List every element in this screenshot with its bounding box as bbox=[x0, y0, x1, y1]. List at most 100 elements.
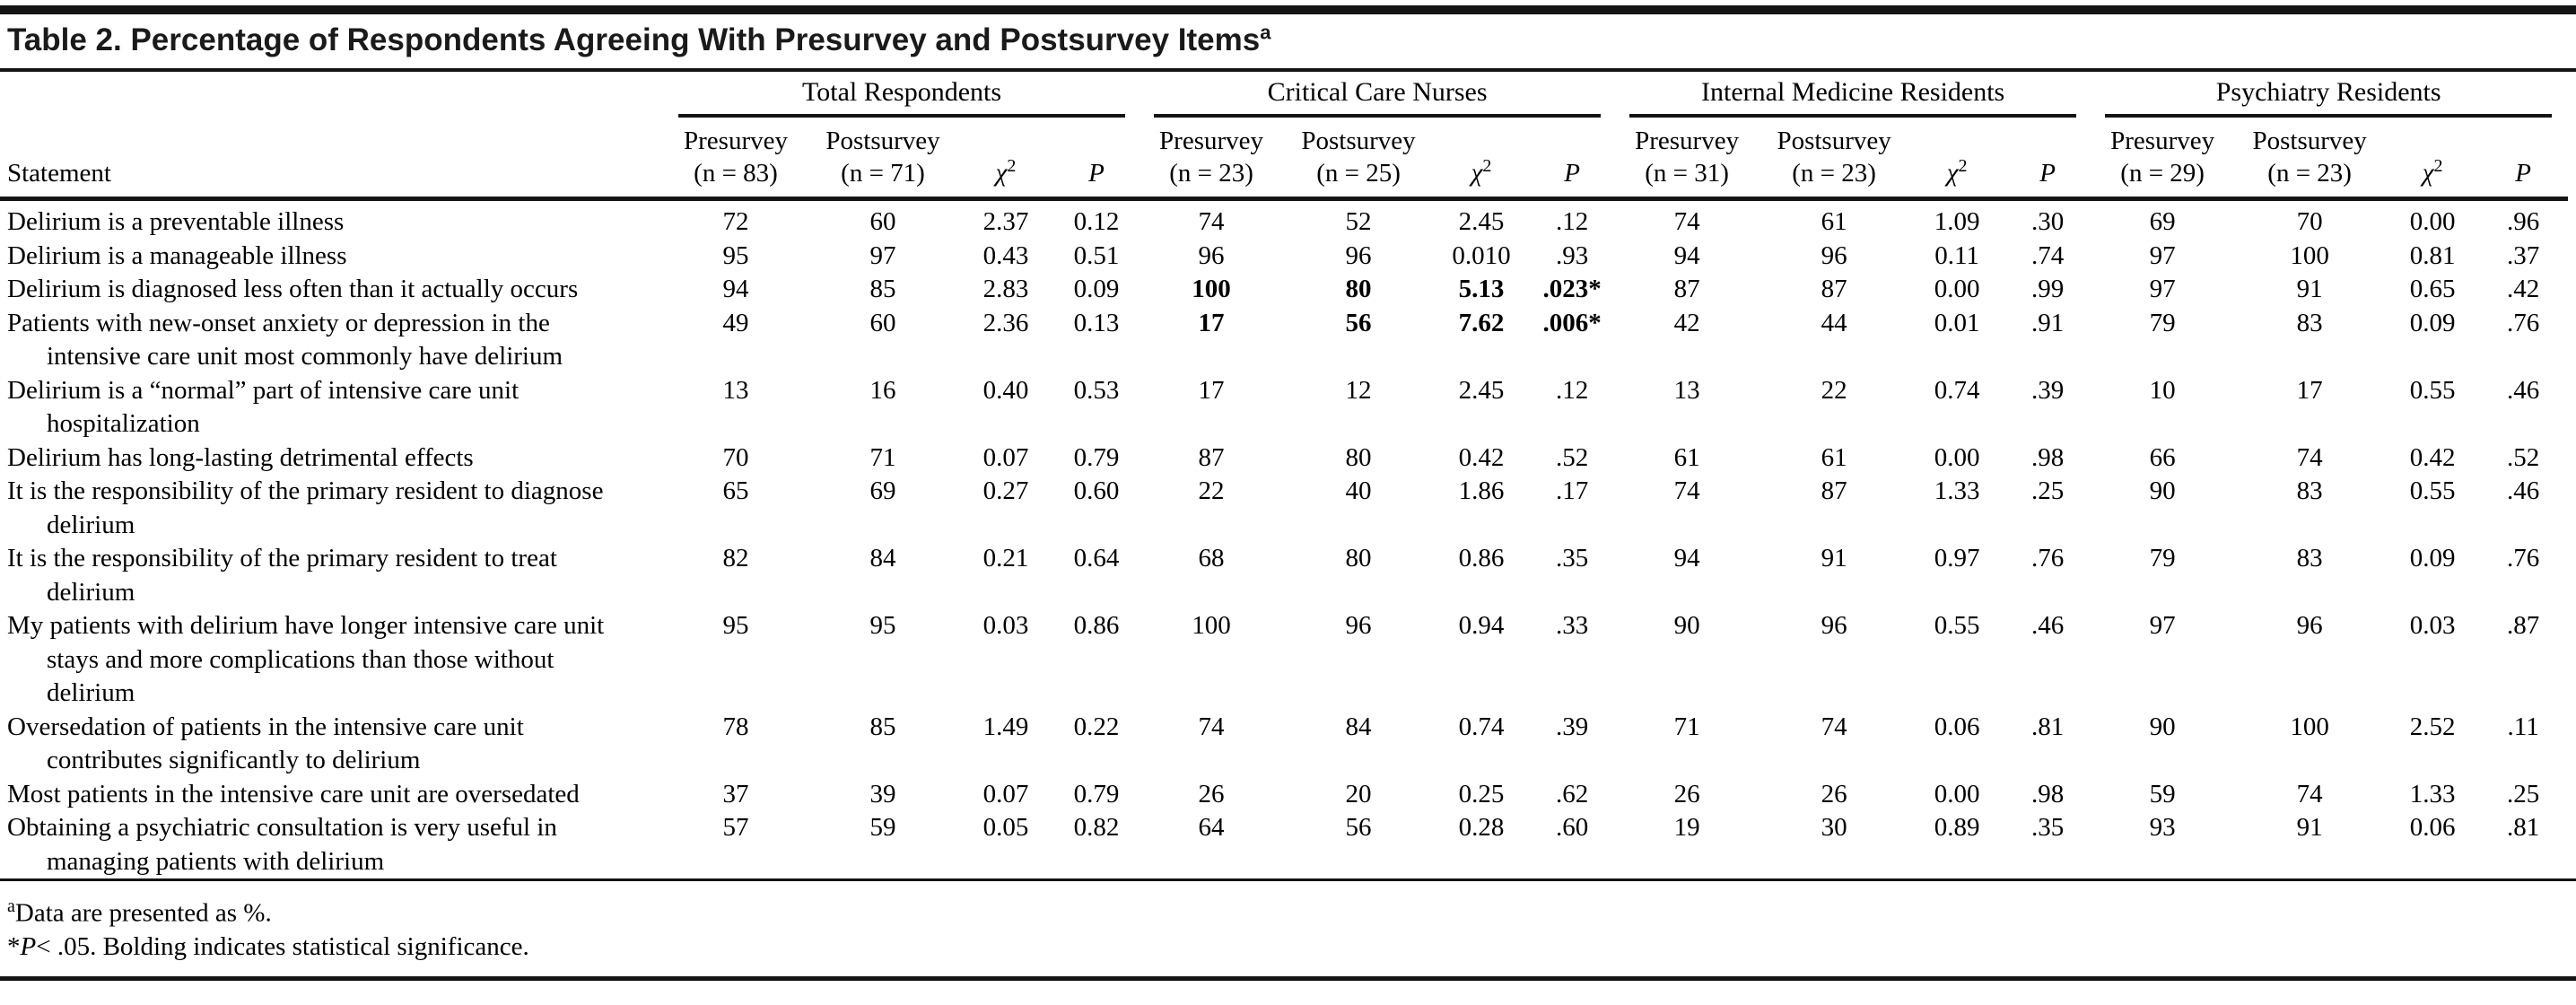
value-cell: 0.51 bbox=[1073, 240, 1120, 270]
table-row: It is the responsibility of the primary … bbox=[0, 542, 2568, 609]
value-cell: 40 bbox=[1345, 476, 1372, 505]
table-row: Delirium is a “normal” part of intensive… bbox=[0, 374, 2568, 441]
col-header-presurvey: Presurvey (n = 23) bbox=[1141, 118, 1282, 201]
value-cell: 2.36 bbox=[982, 308, 1029, 337]
value-cell: 90 bbox=[2149, 476, 2176, 505]
title-rule bbox=[0, 68, 2576, 72]
value-cell: 69 bbox=[2149, 207, 2176, 236]
value-cell: 70 bbox=[722, 442, 749, 472]
value-cell: 39 bbox=[869, 779, 896, 808]
value-cell: 0.00 bbox=[1934, 275, 1980, 303]
group-header-internal-medicine-residents: Internal Medicine Residents bbox=[1617, 72, 2092, 118]
value-cell: .37 bbox=[2507, 240, 2540, 270]
value-cell: 0.06 bbox=[1934, 712, 1980, 741]
value-cell: 80 bbox=[1345, 275, 1372, 303]
col-header-chi-square: χ2 bbox=[2387, 118, 2479, 201]
table-row: Delirium is a manageable illness 95 97 0.43… bbox=[0, 240, 2568, 274]
table-body: Delirium is a preventable illness 72 60 2.3… bbox=[0, 199, 2568, 879]
value-cell: 26 bbox=[1673, 779, 1700, 808]
value-cell: 64 bbox=[1198, 813, 1225, 842]
value-cell: 80 bbox=[1345, 442, 1372, 472]
value-cell: .87 bbox=[2507, 611, 2540, 640]
value-cell: 0.40 bbox=[982, 375, 1029, 405]
value-cell: 0.43 bbox=[982, 240, 1029, 270]
col-header-presurvey: Presurvey (n = 29) bbox=[2092, 118, 2233, 201]
statement-cell: Delirium is a “normal” part of intensive… bbox=[7, 375, 520, 439]
value-cell: 61 bbox=[1821, 442, 1847, 472]
value-cell: 0.74 bbox=[1934, 375, 1980, 405]
value-cell: 84 bbox=[869, 544, 896, 572]
value-cell: 56 bbox=[1345, 308, 1372, 337]
value-cell: 19 bbox=[1673, 813, 1700, 842]
value-cell: 65 bbox=[722, 476, 749, 505]
col-header-presurvey: Presurvey (n = 31) bbox=[1617, 118, 1758, 201]
value-cell: 1.86 bbox=[1458, 476, 1505, 505]
value-cell: .11 bbox=[2507, 712, 2539, 741]
value-cell: 60 bbox=[869, 308, 896, 337]
value-cell: 13 bbox=[722, 375, 749, 405]
value-cell: 0.03 bbox=[2409, 611, 2456, 640]
value-cell: 72 bbox=[722, 207, 749, 236]
value-cell: 0.86 bbox=[1458, 544, 1505, 572]
value-cell: .99 bbox=[2030, 275, 2065, 303]
value-cell: 0.13 bbox=[1073, 308, 1120, 337]
value-cell: 95 bbox=[722, 611, 749, 640]
group-header-critical-care-nurses: Critical Care Nurses bbox=[1141, 72, 1617, 118]
value-cell: 0.00 bbox=[2409, 207, 2456, 236]
value-cell: 52 bbox=[1345, 207, 1372, 236]
col-header-postsurvey: Postsurvey (n = 23) bbox=[2232, 118, 2388, 201]
statement-column-header: Statement bbox=[0, 118, 666, 201]
statement-cell: Delirium is diagnosed less often than it… bbox=[7, 275, 579, 303]
value-cell: 0.22 bbox=[1073, 712, 1120, 741]
table-row: Patients with new-onset anxiety or depre… bbox=[0, 307, 2568, 374]
value-cell: 74 bbox=[2296, 442, 2323, 472]
column-header-row: Statement Presurvey (n = 83) Postsurvey … bbox=[0, 118, 2569, 201]
value-cell: 74 bbox=[1821, 712, 1847, 741]
col-header-postsurvey: Postsurvey (n = 25) bbox=[1281, 118, 1436, 201]
group-header-spacer bbox=[0, 72, 666, 118]
value-cell: 70 bbox=[2296, 207, 2323, 236]
value-cell: 82 bbox=[722, 544, 749, 572]
value-cell: .12 bbox=[1555, 375, 1589, 405]
value-cell: 83 bbox=[2296, 476, 2323, 505]
value-cell: 61 bbox=[1821, 207, 1847, 236]
value-cell: .96 bbox=[2507, 207, 2540, 236]
value-cell: 93 bbox=[2149, 813, 2176, 842]
value-cell: 91 bbox=[1821, 544, 1847, 572]
value-cell: 2.45 bbox=[1458, 375, 1505, 405]
value-cell: 0.82 bbox=[1073, 813, 1120, 842]
value-cell: 0.94 bbox=[1458, 611, 1505, 640]
group-header-row: Total Respondents Critical Care Nurses I… bbox=[0, 72, 2568, 118]
value-cell: 60 bbox=[869, 207, 896, 236]
value-cell: 100 bbox=[1192, 611, 1231, 640]
value-cell: 94 bbox=[722, 275, 749, 303]
value-cell: .93 bbox=[1555, 240, 1589, 270]
statement-cell: Delirium has long-lasting detrimental ef… bbox=[7, 442, 474, 472]
statement-cell: It is the responsibility of the primary … bbox=[7, 544, 557, 607]
table-row: Delirium is a preventable illness 72 60 2.3… bbox=[0, 199, 2568, 240]
value-cell: .46 bbox=[2507, 375, 2540, 405]
statement-cell: Delirium is a preventable illness bbox=[7, 207, 345, 236]
value-cell: 91 bbox=[2296, 275, 2323, 303]
value-cell: 97 bbox=[869, 240, 896, 270]
survey-results-table: Total Respondents Critical Care Nurses I… bbox=[0, 72, 2569, 879]
value-cell: .52 bbox=[2507, 442, 2540, 472]
value-cell: 10 bbox=[2149, 375, 2176, 405]
value-cell: 22 bbox=[1821, 375, 1847, 405]
table-row: It is the responsibility of the primary … bbox=[0, 475, 2568, 542]
value-cell: 79 bbox=[2149, 544, 2176, 572]
value-cell: 94 bbox=[1673, 544, 1700, 572]
value-cell: 87 bbox=[1821, 275, 1847, 303]
value-cell: .74 bbox=[2030, 240, 2065, 270]
col-header-postsurvey: Postsurvey (n = 71) bbox=[806, 118, 960, 201]
col-header-chi-square: χ2 bbox=[960, 118, 1052, 201]
value-cell: 17 bbox=[2296, 375, 2323, 405]
value-cell: 0.81 bbox=[2409, 240, 2456, 270]
value-cell: 17 bbox=[1198, 375, 1225, 405]
value-cell: 20 bbox=[1345, 779, 1372, 808]
value-cell: 42 bbox=[1673, 308, 1700, 337]
value-cell: .91 bbox=[2030, 308, 2065, 337]
value-cell: .46 bbox=[2507, 476, 2540, 505]
table-row: Delirium is diagnosed less often than it… bbox=[0, 273, 2568, 307]
value-cell: .023* bbox=[1542, 275, 1602, 303]
